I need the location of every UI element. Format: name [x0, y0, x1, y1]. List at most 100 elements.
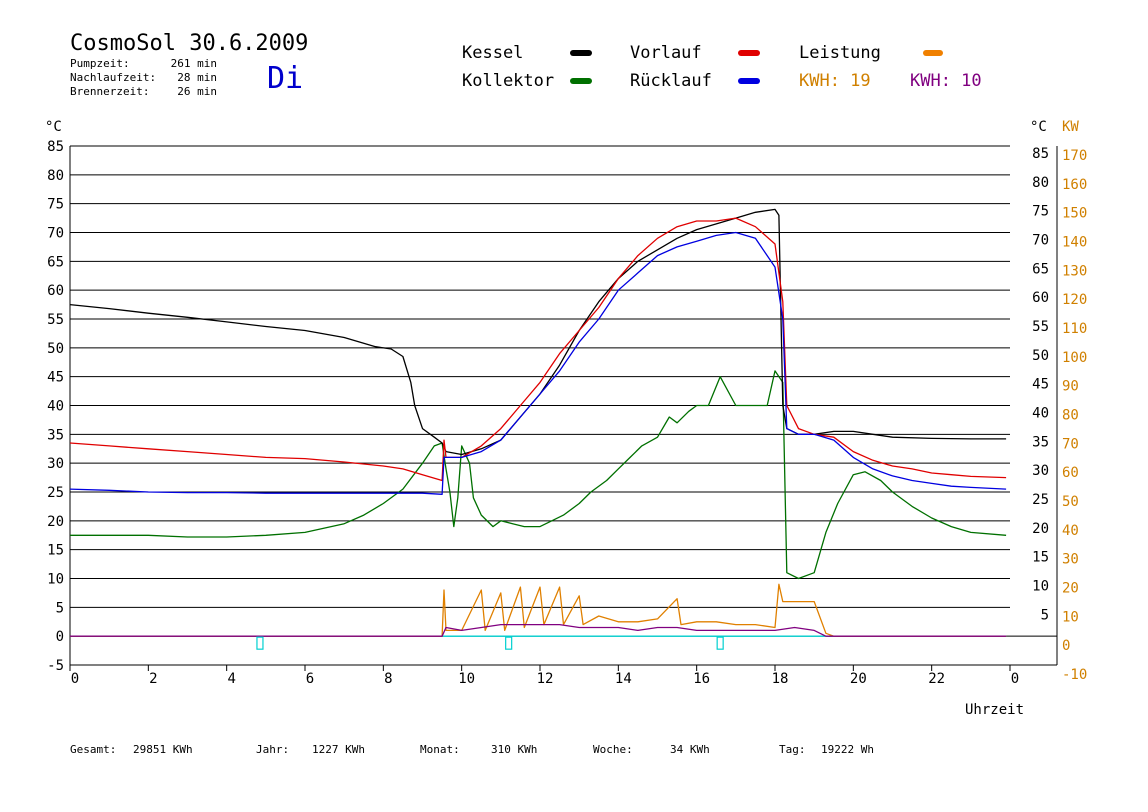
- x-tick-label: 22: [928, 671, 945, 687]
- series-line-kessel: [69, 208, 1007, 456]
- power-tick-label: 10: [1062, 609, 1079, 625]
- legend: Kessel Kollektor Vorlauf Rücklauf Leistu…: [462, 43, 982, 91]
- footer-stats: Gesamt: 29851 KWh Jahr: 1227 KWh Monat: …: [70, 743, 874, 756]
- kwh-purple: KWH: 10: [910, 71, 982, 91]
- x-tick-label: 6: [306, 671, 314, 687]
- right-y-tick-label: 55: [1032, 319, 1049, 335]
- x-tick-label: 20: [850, 671, 867, 687]
- series-lines: [69, 208, 1007, 650]
- x-tick-label: 12: [537, 671, 554, 687]
- legend-label-kessel: Kessel: [462, 43, 523, 63]
- power-tick-label: 160: [1062, 177, 1087, 193]
- power-tick-label: 60: [1062, 465, 1079, 481]
- power-tick-label: 100: [1062, 350, 1087, 366]
- event-marker: [256, 636, 264, 650]
- power-tick-label: 110: [1062, 321, 1087, 337]
- right-y-tick-label: 80: [1032, 175, 1049, 191]
- power-tick-label: 80: [1062, 408, 1079, 424]
- x-tick-label: 0: [1011, 671, 1019, 687]
- x-axis-label: Uhrzeit: [965, 702, 1024, 718]
- power-tick-label: 150: [1062, 206, 1087, 222]
- footer-label-jahr: Jahr:: [256, 743, 289, 756]
- grid: [69, 145, 1058, 666]
- right-y-tick-label: 45: [1032, 377, 1049, 393]
- x-tick-label: 14: [615, 671, 632, 687]
- power-tick-label: 70: [1062, 436, 1079, 452]
- y-tick-label: 30: [47, 456, 64, 472]
- x-tick-label: 18: [772, 671, 789, 687]
- right-y-tick-label: 5: [1041, 607, 1049, 623]
- legend-label-vorlauf: Vorlauf: [630, 43, 702, 63]
- x-tick-label: 16: [693, 671, 710, 687]
- x-tick-label: 4: [227, 671, 235, 687]
- right-y-tick-label: 65: [1032, 261, 1049, 277]
- power-tick-label: 130: [1062, 263, 1087, 279]
- right-y-tick-label: 50: [1032, 348, 1049, 364]
- y-tick-label: 10: [47, 572, 64, 588]
- power-axis-unit: KW: [1062, 119, 1079, 135]
- y-tick-label: 85: [47, 139, 64, 155]
- right-y-tick-label: 10: [1032, 579, 1049, 595]
- x-tick-label: 10: [458, 671, 475, 687]
- stat-label-brennerzeit: Brennerzeit:: [70, 85, 149, 98]
- y-tick-label: 80: [47, 168, 64, 184]
- power-tick-label: 20: [1062, 581, 1079, 597]
- header-stats: Pumpzeit: 261 min Nachlaufzeit: 28 min B…: [70, 57, 217, 98]
- kwh-orange: KWH: 19: [799, 71, 871, 91]
- right-y-tick-label: 60: [1032, 290, 1049, 306]
- series-line-vorlauf: [69, 217, 1007, 482]
- y-tick-label: 25: [47, 485, 64, 501]
- right-y-tick-label: 25: [1032, 492, 1049, 508]
- series-line-kollektor: [70, 370, 1007, 580]
- power-tick-label: 0: [1062, 638, 1070, 654]
- power-tick-label: -10: [1062, 667, 1087, 683]
- chart-title: CosmoSol 30.6.2009: [70, 31, 308, 56]
- right-y-tick-label: 35: [1032, 434, 1049, 450]
- y-tick-label: 35: [47, 427, 64, 443]
- stat-value-brennerzeit: 26 min: [177, 85, 217, 98]
- right-y-tick-label: 70: [1032, 233, 1049, 249]
- power-tick-label: 40: [1062, 523, 1079, 539]
- footer-value-tag: 19222 Wh: [821, 743, 874, 756]
- stat-label-pumpzeit: Pumpzeit:: [70, 57, 130, 70]
- power-tick-label: 170: [1062, 148, 1087, 164]
- right-y-tick-label: 85: [1032, 146, 1049, 162]
- legend-label-kollektor: Kollektor: [462, 71, 554, 91]
- right-y-tick-label: 20: [1032, 521, 1049, 537]
- footer-value-gesamt: 29851 KWh: [133, 743, 193, 756]
- power-tick-label: 90: [1062, 379, 1079, 395]
- footer-label-tag: Tag:: [779, 743, 806, 756]
- y-tick-label: 75: [47, 197, 64, 213]
- y-tick-label: 15: [47, 543, 64, 559]
- y-tick-label: 60: [47, 283, 64, 299]
- left-axis-unit: °C: [45, 119, 62, 135]
- x-tick-label: 0: [71, 671, 79, 687]
- stat-value-pumpzeit: 261 min: [171, 57, 217, 70]
- legend-label-leistung: Leistung: [799, 43, 881, 63]
- axis-ticks: 8580757065605550454035302520151050-58580…: [47, 139, 1087, 687]
- series-line-leistung-kwh-10: [70, 623, 1007, 637]
- right-y-tick-label: 75: [1032, 204, 1049, 220]
- y-tick-label: 50: [47, 341, 64, 357]
- series-line-leistung: [70, 583, 1007, 637]
- footer-label-woche: Woche:: [593, 743, 633, 756]
- y-tick-label: 40: [47, 399, 64, 415]
- y-tick-label: 70: [47, 226, 64, 242]
- x-tick-label: 2: [149, 671, 157, 687]
- power-tick-label: 30: [1062, 552, 1079, 568]
- footer-label-monat: Monat:: [420, 743, 460, 756]
- footer-value-monat: 310 KWh: [491, 743, 537, 756]
- footer-value-woche: 34 KWh: [670, 743, 710, 756]
- y-tick-label: 65: [47, 254, 64, 270]
- power-tick-label: 50: [1062, 494, 1079, 510]
- stat-value-nachlaufzeit: 28 min: [177, 71, 217, 84]
- x-tick-label: 8: [384, 671, 392, 687]
- event-marker: [716, 636, 724, 650]
- y-tick-label: 0: [56, 629, 64, 645]
- y-tick-label: 55: [47, 312, 64, 328]
- power-tick-label: 140: [1062, 235, 1087, 251]
- event-marker: [505, 636, 513, 650]
- y-tick-label: 45: [47, 370, 64, 386]
- right-y-tick-label: 30: [1032, 463, 1049, 479]
